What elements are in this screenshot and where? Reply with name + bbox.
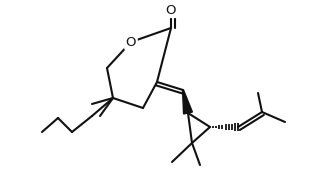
Text: O: O (166, 3, 176, 16)
Text: O: O (126, 36, 136, 48)
Polygon shape (183, 90, 193, 114)
